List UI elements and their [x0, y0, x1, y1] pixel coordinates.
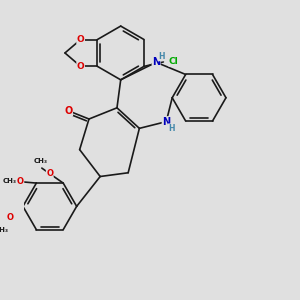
Text: CH₃: CH₃ — [34, 158, 48, 164]
Text: CH₃: CH₃ — [2, 178, 16, 184]
Text: O: O — [77, 35, 85, 44]
Text: CH₃: CH₃ — [0, 227, 9, 233]
Text: O: O — [64, 106, 73, 116]
Text: O: O — [77, 62, 85, 71]
Text: O: O — [46, 169, 53, 178]
Text: N: N — [162, 117, 170, 127]
Text: H: H — [158, 52, 165, 61]
Text: Cl: Cl — [169, 57, 179, 66]
Text: O: O — [7, 213, 14, 222]
Text: N: N — [152, 57, 160, 67]
Text: H: H — [168, 124, 175, 133]
Text: O: O — [17, 177, 24, 186]
